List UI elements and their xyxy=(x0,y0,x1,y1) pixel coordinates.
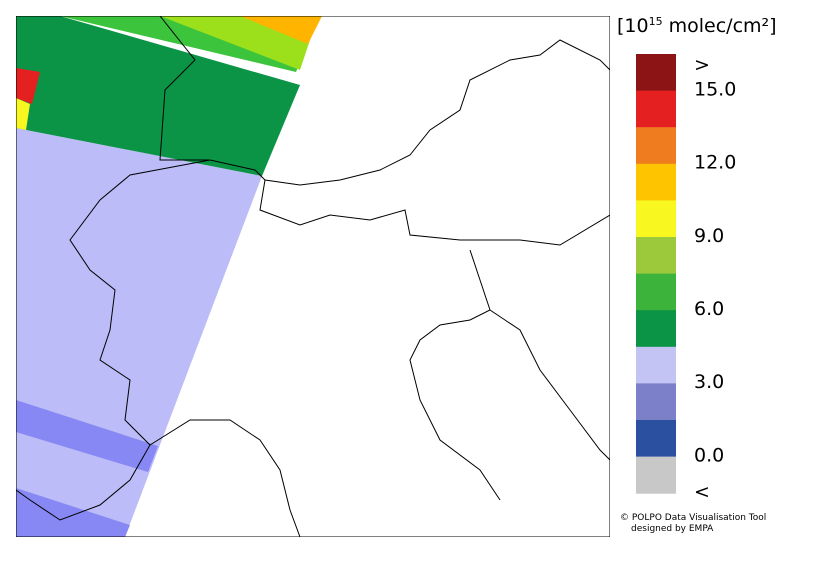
colorbar-segment xyxy=(636,383,676,421)
colorbar-segment xyxy=(636,54,676,92)
colorbar-segment xyxy=(636,456,676,494)
swath-light xyxy=(160,16,310,70)
map xyxy=(16,16,610,537)
legend-title-exponent: 15 xyxy=(649,15,663,28)
colorbar-segment xyxy=(636,420,676,458)
colorbar-segment xyxy=(636,90,676,128)
swath-edge xyxy=(16,68,40,104)
legend-label: 0.0 xyxy=(694,444,724,466)
colorbar: >15.0 12.0 9.0 6.0 3.0 0.0 < xyxy=(636,54,736,503)
legend-label: > xyxy=(694,54,710,76)
legend-label: 15.0 xyxy=(694,78,736,100)
legend-title: [1015 molec/cm²] xyxy=(617,15,777,37)
legend-title-base: [10 xyxy=(617,15,649,37)
swath-edge xyxy=(16,98,30,130)
legend-label: 6.0 xyxy=(694,298,724,320)
swath-green xyxy=(16,16,300,176)
legend-label: < xyxy=(694,481,710,503)
legend-label: 3.0 xyxy=(694,371,724,393)
credit-line: designed by EMPA xyxy=(631,524,714,534)
colorbar-segment xyxy=(636,237,676,275)
colorbar-segment xyxy=(636,273,676,311)
swath-stripe xyxy=(16,488,130,537)
swath-stripe xyxy=(16,400,158,472)
swath-high xyxy=(240,16,322,44)
legend-label: 9.0 xyxy=(694,225,724,247)
swath-edge xyxy=(16,16,58,48)
colorbar-segment xyxy=(636,163,676,201)
colorbar-segment xyxy=(636,310,676,348)
colorbar-segment xyxy=(636,127,676,165)
colorbar-segment xyxy=(636,200,676,238)
borders xyxy=(16,16,610,537)
credit-line: © POLPO Data Visualisation Tool xyxy=(620,513,766,523)
legend-label: 12.0 xyxy=(694,152,736,174)
legend-title-unit: molec/cm²] xyxy=(663,15,777,37)
colorbar-segment xyxy=(636,346,676,384)
